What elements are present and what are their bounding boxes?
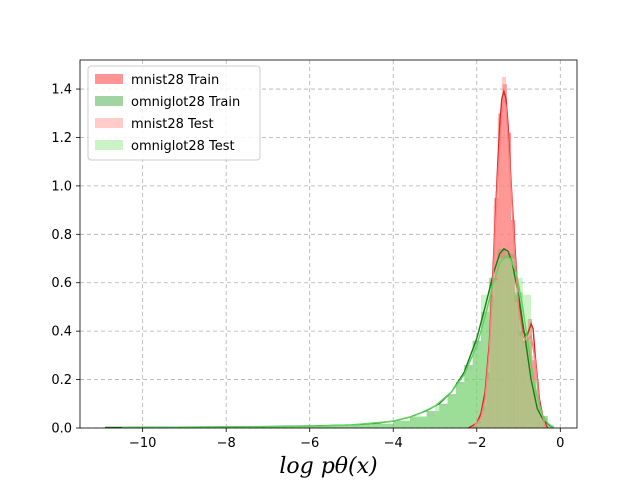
legend: mnist28 Train omniglot28 Train mnist28 Tes…: [87, 65, 261, 161]
legend-swatch: [95, 74, 123, 84]
legend-swatch: [95, 96, 123, 106]
histogram-bar: [464, 369, 473, 428]
histogram-bar: [351, 424, 394, 428]
histogram-bar: [522, 294, 532, 428]
y-tick-label: 1.2: [51, 131, 72, 146]
legend-swatch: [95, 140, 123, 150]
kde-curves: [105, 89, 555, 429]
x-tick-label: −8: [217, 436, 236, 451]
y-tick-label: 1.0: [51, 179, 72, 194]
y-tick-label: 0.6: [51, 276, 72, 291]
x-tick-label: −4: [384, 436, 403, 451]
histogram-bar: [472, 348, 481, 428]
histogram-bar: [447, 396, 456, 428]
histogram-bar: [435, 406, 448, 428]
legend-label: omniglot28 Test: [131, 139, 235, 154]
legend-label: omniglot28 Train: [131, 95, 240, 110]
x-tick-label: −10: [129, 436, 156, 451]
histogram-bar: [514, 277, 523, 428]
x-tick-label: −6: [300, 436, 319, 451]
x-tick-label: −2: [467, 436, 486, 451]
x-axis-title: log pθ(x): [279, 454, 377, 479]
y-tick-label: 0.2: [51, 373, 72, 388]
y-tick-label: 0.8: [51, 228, 72, 243]
histogram-bar: [309, 426, 352, 428]
x-tick-label: 0: [556, 436, 564, 451]
histogram-bar: [506, 258, 515, 428]
y-tick-label: 1.4: [51, 83, 72, 98]
histogram-bar: [414, 415, 435, 428]
legend-swatch: [95, 118, 123, 128]
histogram-bar: [226, 427, 310, 428]
histogram-bar: [497, 258, 506, 428]
histogram-bar: [531, 379, 540, 428]
plot-area-frame: [79, 59, 578, 429]
legend-box: [87, 65, 261, 161]
histogram-bar: [489, 280, 498, 428]
histogram-bar: [455, 384, 465, 428]
histogram-bar: [501, 76, 506, 429]
y-tick-label: 0.0: [51, 422, 72, 437]
legend-items: mnist28 Train omniglot28 Train mnist28 Tes…: [95, 73, 240, 154]
legend-label: mnist28 Test: [131, 117, 214, 132]
histogram-bar: [393, 420, 415, 428]
x-axis: −10 −8 −6 −4 −2 0: [129, 428, 564, 451]
kde-line-3: [121, 255, 555, 429]
legend-label: mnist28 Train: [131, 73, 219, 88]
y-axis: 0.0 0.2 0.4 0.6 0.8 1.0 1.2 1.4: [51, 83, 80, 437]
y-tick-label: 0.4: [51, 325, 72, 340]
kde-line-2: [472, 98, 547, 429]
histogram-bar: [480, 294, 490, 428]
